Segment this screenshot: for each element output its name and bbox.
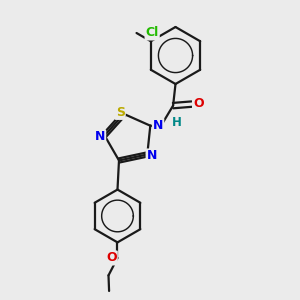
Text: O: O [193, 97, 204, 110]
Text: H: H [172, 116, 182, 130]
Text: N: N [153, 119, 163, 132]
Text: N: N [147, 149, 157, 163]
Text: N: N [95, 130, 105, 143]
Text: O: O [106, 251, 117, 265]
Text: S: S [116, 106, 125, 119]
Text: Cl: Cl [146, 26, 159, 40]
